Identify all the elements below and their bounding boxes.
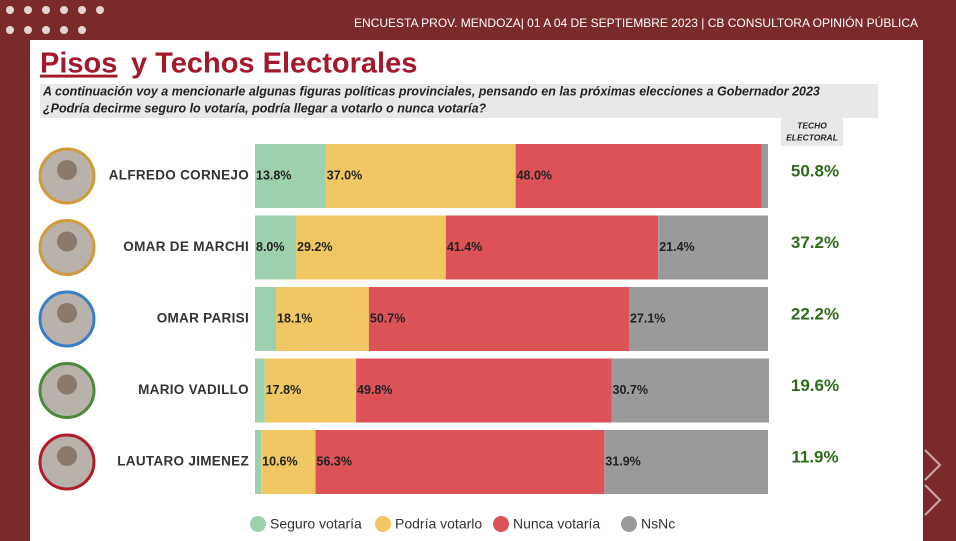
techo-title: ELECTORAL — [786, 132, 838, 142]
value-label: 37.0% — [327, 168, 362, 182]
legend-swatch — [375, 516, 391, 532]
legend-swatch — [493, 516, 509, 532]
value-label: 18.1% — [277, 311, 312, 325]
value-label: 30.7% — [613, 383, 648, 397]
bar-segment — [261, 430, 316, 494]
category-label: OMAR PARISI — [157, 311, 249, 326]
subtitle: ¿Podría decirme seguro lo votaría, podrí… — [43, 101, 487, 115]
legend-label: Nunca votaría — [513, 516, 600, 532]
bar-segment — [255, 144, 326, 208]
bar-segment — [255, 287, 277, 351]
avatar-head — [57, 374, 77, 395]
techo-title: TECHO — [797, 120, 827, 130]
dots — [6, 6, 104, 34]
value-label: 10.6% — [262, 454, 297, 468]
chevrons — [904, 449, 942, 516]
subtitle: A continuación voy a mencionarle algunas… — [42, 84, 820, 98]
bar-segment — [761, 144, 768, 208]
bar-segment — [264, 358, 357, 423]
techo-label: 37.2% — [791, 233, 839, 252]
value-label: 27.1% — [630, 311, 665, 325]
legend-label: Podría votarlo — [395, 516, 482, 532]
bar-segment — [611, 358, 770, 423]
bar-segment — [515, 144, 762, 208]
techo-label: 11.9% — [791, 447, 838, 466]
legend-label: NsNc — [641, 516, 675, 532]
value-label: 13.8% — [256, 168, 291, 182]
value-label: 50.7% — [370, 311, 405, 325]
bar-segment — [296, 215, 446, 280]
category-label: MARIO VADILLO — [138, 382, 249, 397]
techo-box — [781, 118, 843, 146]
value-label: 48.0% — [517, 168, 552, 182]
legend-label: Seguro votaría — [270, 516, 362, 532]
category-label: OMAR DE MARCHI — [123, 239, 249, 254]
value-label: 31.9% — [605, 454, 640, 468]
bar-segment — [356, 358, 612, 423]
title: y Techos Electorales — [131, 48, 417, 80]
source: ENCUESTA PROV. MENDOZA| 01 A 04 DE SEPTI… — [354, 15, 918, 30]
title-underlined: Pisos — [40, 48, 117, 80]
avatar-head — [57, 446, 77, 466]
value-label: 8.0% — [256, 240, 285, 254]
bar-segment — [658, 215, 768, 280]
subtitle-box — [40, 84, 878, 118]
value-label: 49.8% — [357, 383, 392, 397]
value-label: 29.2% — [297, 240, 332, 254]
value-label: 21.4% — [659, 240, 694, 254]
bar-segment — [255, 215, 297, 280]
value-label: 56.3% — [317, 454, 352, 468]
value-label: 41.4% — [447, 240, 482, 254]
bar-segment — [368, 287, 629, 351]
bar-segment — [315, 430, 605, 494]
techo-label: 50.8% — [791, 161, 839, 180]
bar-segment — [604, 430, 768, 494]
techo-label: 22.2% — [791, 304, 839, 323]
category-label: ALFREDO CORNEJO — [109, 168, 249, 183]
bar-segment — [628, 287, 768, 351]
legend-swatch — [621, 516, 637, 532]
bar-segment — [255, 430, 262, 494]
techo-label: 19.6% — [791, 376, 839, 395]
avatar-head — [57, 231, 77, 252]
bar-segment — [276, 287, 369, 351]
value-label: 17.8% — [266, 383, 301, 397]
legend-swatch — [250, 516, 266, 532]
bar-segment — [255, 358, 265, 423]
avatar-head — [57, 160, 77, 180]
avatar-head — [57, 303, 77, 323]
bar-segment — [325, 144, 516, 208]
bar-segment — [445, 215, 659, 280]
category-label: LAUTARO JIMENEZ — [117, 454, 249, 469]
